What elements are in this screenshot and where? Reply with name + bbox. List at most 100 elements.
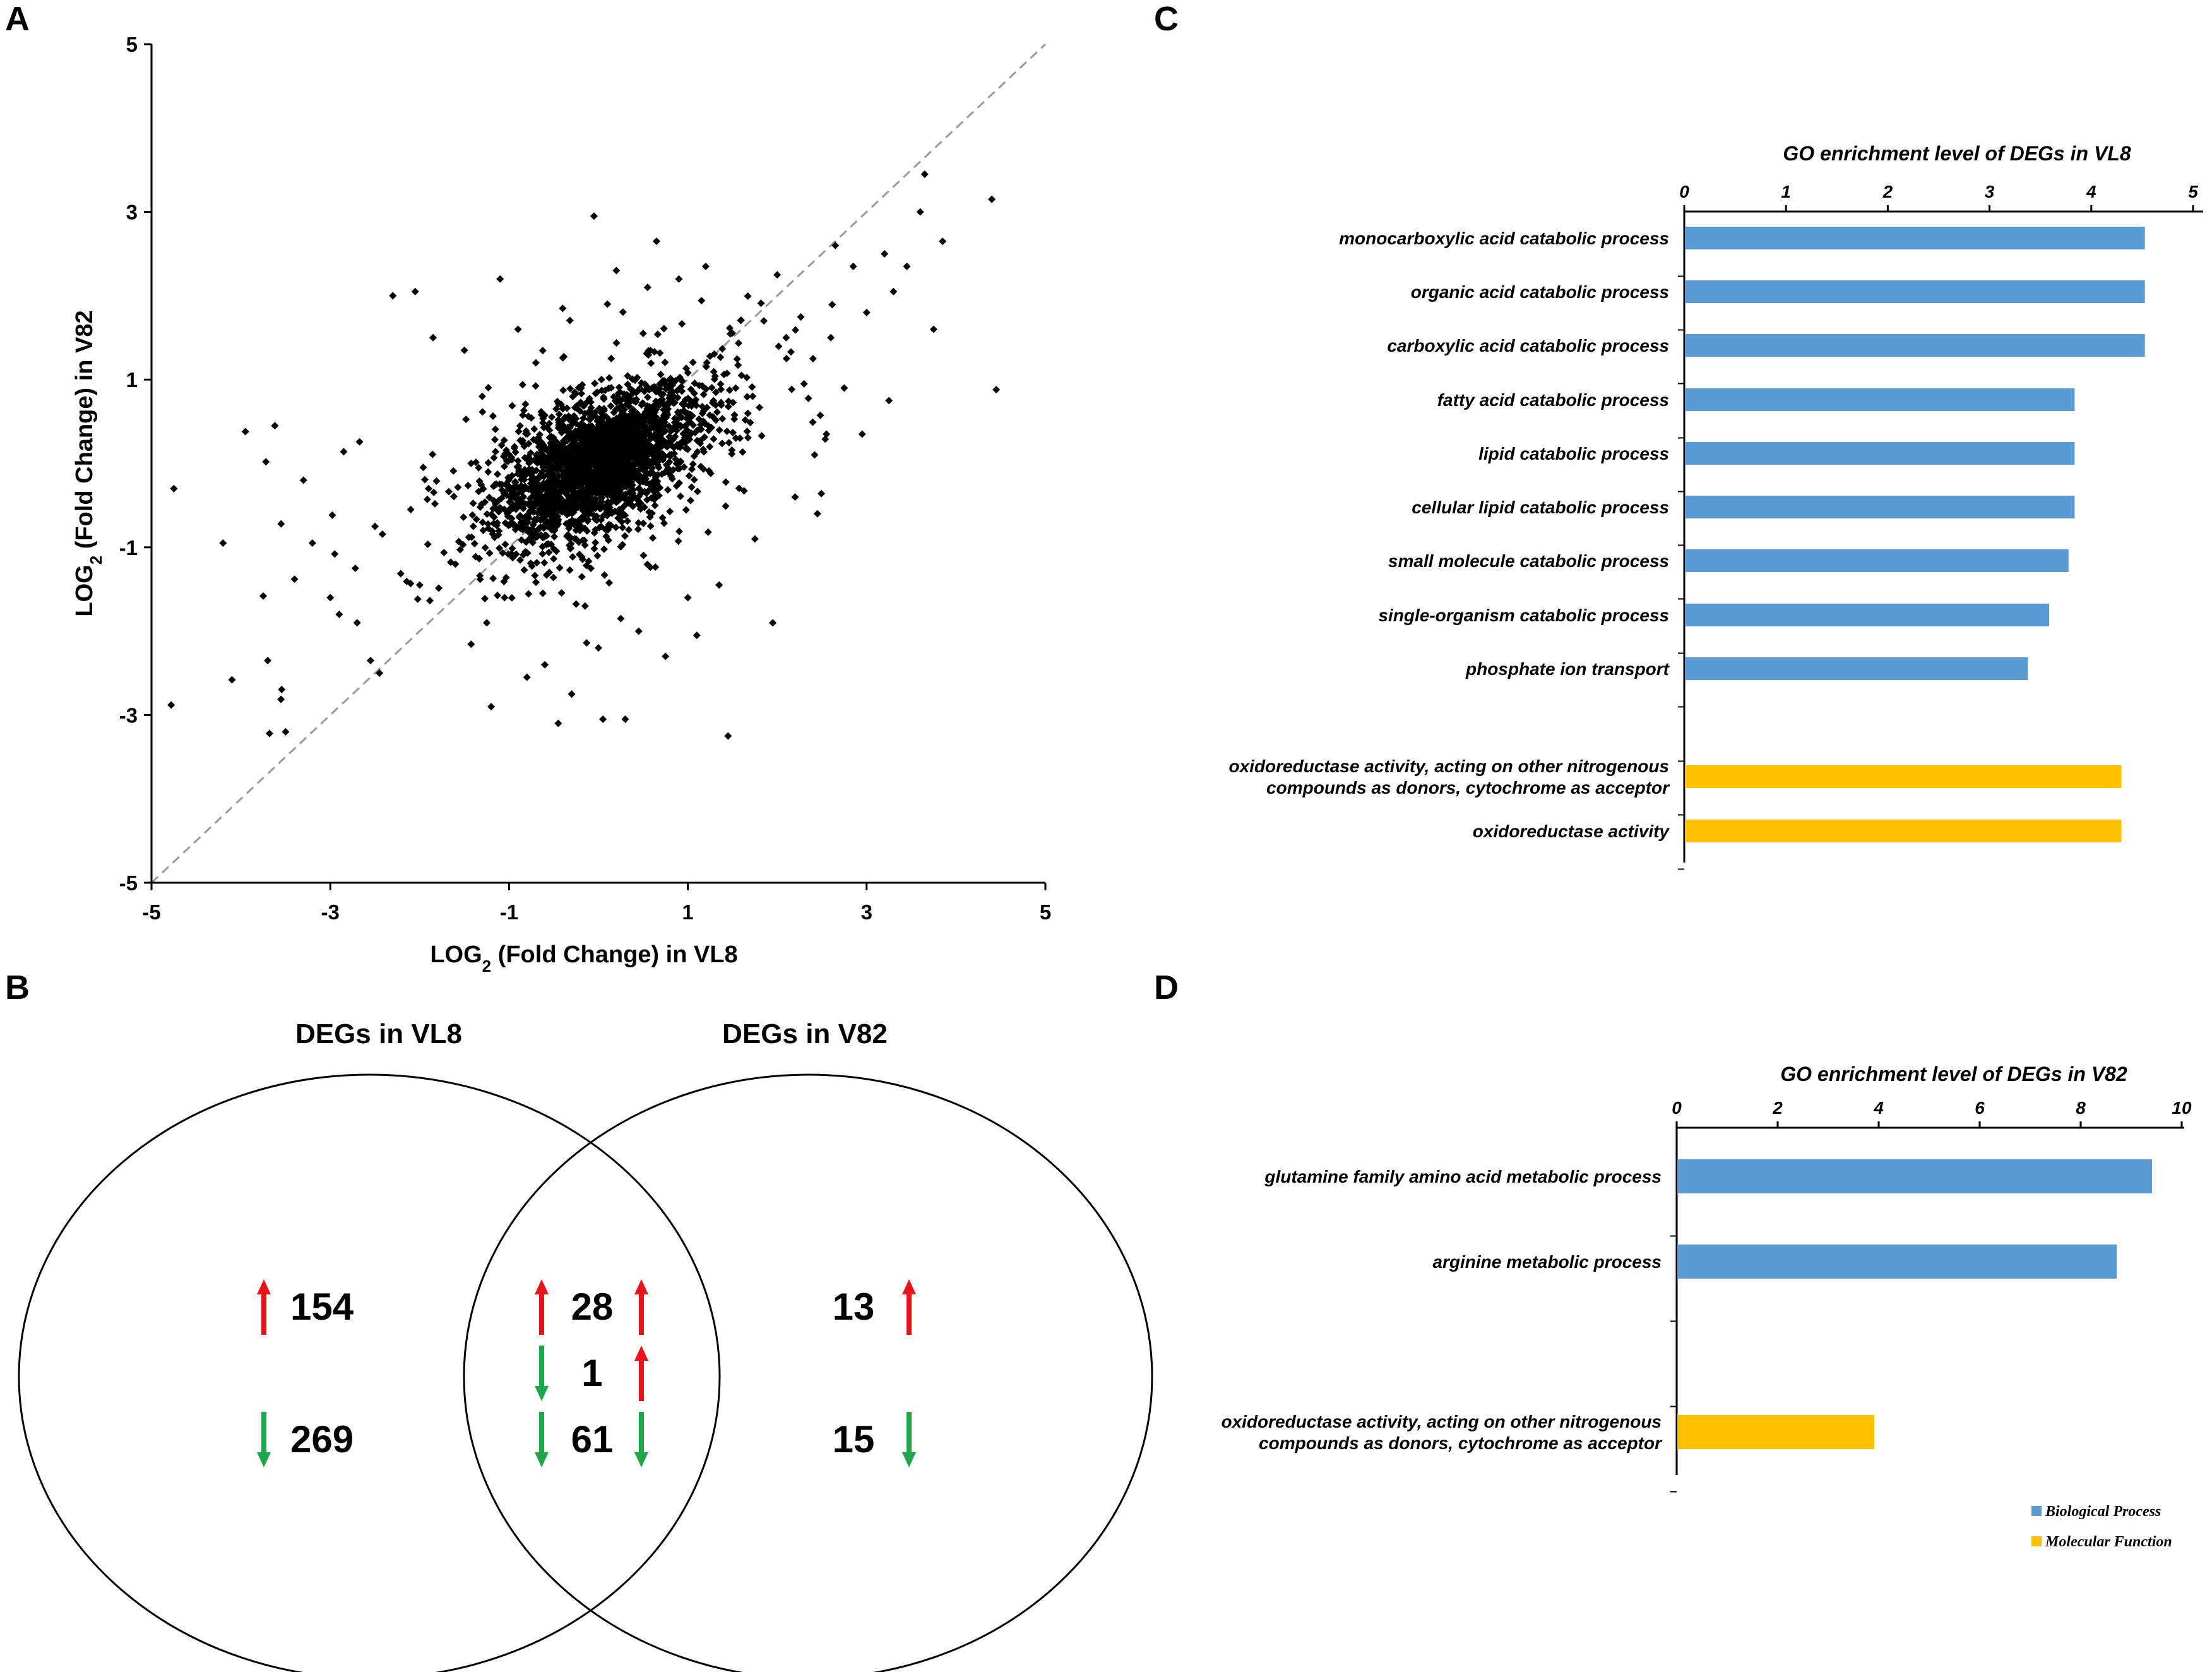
scatter-point [710,435,718,443]
scatter-point [501,594,509,602]
scatter-point [475,463,483,472]
scatter-point [645,508,653,516]
c-category-label: lipid catabolic process [1478,444,1669,463]
scatter-point [456,546,464,554]
scatter-point [559,386,568,395]
scatter-point [639,551,648,559]
scatter-point [566,544,574,552]
scatter-point [500,489,508,498]
scatter-point [580,479,588,487]
scatter-point [561,489,569,498]
scatter-point [665,376,674,385]
scatter-point [988,195,996,203]
scatter-point [504,474,513,482]
scatter-point [308,539,316,547]
down-arrow-icon [257,1412,271,1467]
scatter-point [481,595,489,603]
scatter-point [678,400,686,408]
scatter-point [641,380,649,388]
scatter-point [545,548,553,556]
scatter-point [653,472,661,480]
c-x-tick-label: 0 [1679,182,1689,201]
legend-swatch-mf [2031,1536,2042,1546]
scatter-point [545,426,554,434]
scatter-point [619,451,627,459]
c-category-label: compounds as donors, cytochrome as accep… [1266,778,1670,797]
scatter-point [635,455,643,463]
scatter-point [494,470,502,479]
scatter-point [597,434,605,443]
scatter-point [265,729,273,737]
scatter-point [563,511,571,519]
scatter-point [472,458,480,467]
scatter-point [569,552,577,561]
scatter-point [821,435,830,443]
scatter-point [561,438,569,446]
c-bar [1685,388,2075,411]
scatter-point [717,380,725,388]
scatter-point [597,424,605,432]
scatter-point [419,463,427,472]
scatter-point [535,443,543,451]
scatter-point [650,401,658,409]
scatter-point [549,463,557,472]
scatter-point [545,480,553,488]
c-bar [1685,657,2028,680]
scatter-point [885,397,893,405]
scatter-point [528,503,537,511]
scatter-point [440,549,448,557]
scatter-point [451,560,460,568]
scatter-points [167,170,1001,740]
panel-label-c: C [1154,0,1179,38]
scatter-point [566,497,574,505]
scatter-point [612,339,621,347]
scatter-point [686,496,694,505]
c-bar [1685,442,2075,465]
scatter-point [497,441,506,450]
scatter-point [697,462,705,470]
scatter-point [396,570,405,578]
scatter-point [665,400,673,408]
scatter-point [699,407,708,415]
scatter-point [429,450,437,458]
scatter-point [688,412,696,420]
scatter-point [539,419,547,427]
scatter-point [674,465,682,473]
scatter-point [508,544,516,552]
scatter-point [574,538,583,546]
scatter-point [809,418,817,426]
scatter-point [633,373,641,381]
scatter-point [484,520,492,528]
scatter-point [597,376,605,384]
scatter-point [684,402,693,410]
scatter-point [689,358,697,366]
scatter-point [519,437,527,445]
scatter-point [759,317,768,325]
scatter-point [378,530,386,539]
scatter-point [627,440,635,448]
scatter-point [476,503,484,511]
scatter-point [572,600,580,608]
scatter-point [511,478,520,486]
scatter-point [514,496,522,505]
scatter-point [625,525,633,534]
scatter-point [496,504,504,512]
scatter-point [693,487,701,496]
scatter-point [701,433,709,441]
scatter-point [595,404,604,412]
a-y-tick-label: -3 [119,703,138,727]
scatter-point [646,563,655,571]
scatter-point [643,438,651,446]
scatter-point [674,421,682,429]
scatter-point [167,701,175,709]
scatter-point [630,460,638,469]
a-x-tick-label: -1 [500,900,518,924]
scatter-point [264,657,272,665]
scatter-point [476,571,484,580]
scatter-point [642,475,650,483]
d-x-tick-label: 2 [1772,1098,1783,1118]
scatter-point [604,477,612,485]
scatter-point [590,511,598,520]
scatter-point [587,408,595,416]
scatter-point [648,422,657,431]
